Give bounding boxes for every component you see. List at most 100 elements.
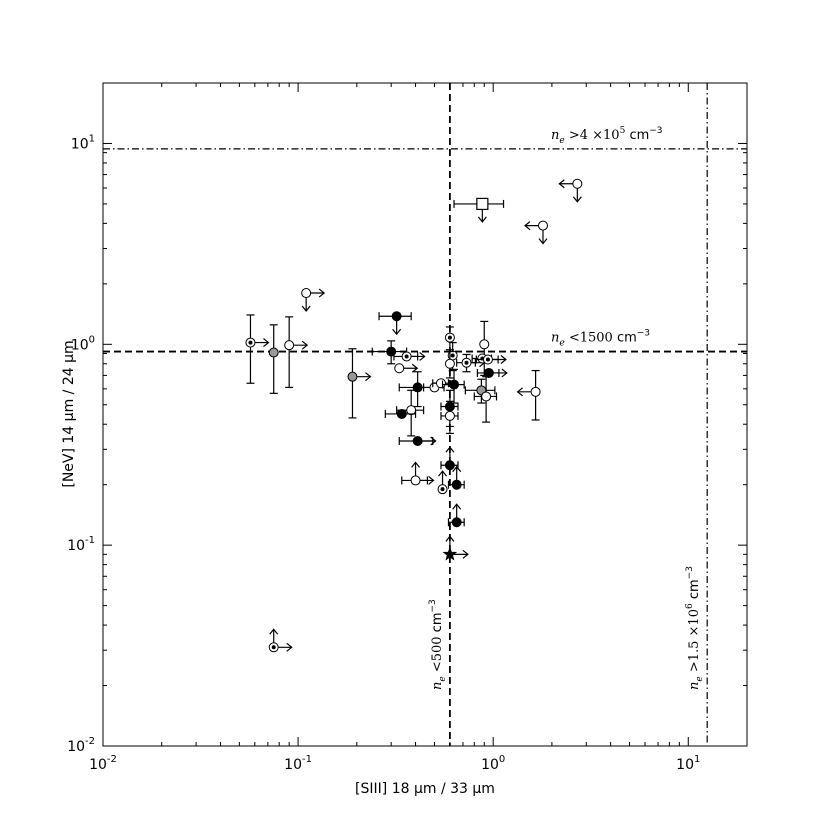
- filled-marker: [412, 382, 423, 393]
- data-point: [245, 314, 270, 384]
- data-point: [440, 400, 459, 435]
- data-point: [464, 378, 496, 404]
- data-point: [447, 503, 465, 528]
- reference-line-labels: ne >4 ×105 cm−3 ne <1500 cm−3 ne <500 cm−3…: [428, 126, 705, 690]
- y-tick-label: 100: [71, 334, 95, 353]
- filled-marker: [391, 311, 402, 322]
- filled-marker: [412, 436, 423, 447]
- y-lower-limit-arrow-head: [445, 535, 455, 542]
- data-point: [437, 470, 448, 495]
- x-lower-limit-arrow-head: [301, 340, 309, 350]
- data-point: [516, 369, 541, 421]
- square-marker: [476, 197, 489, 211]
- y-upper-limit-arrow-head: [301, 305, 311, 312]
- x-upper-limit-arrow-head: [516, 387, 523, 397]
- x-tick-label: 10-1: [284, 754, 312, 773]
- data-point: [558, 178, 583, 203]
- dotted-marker-center: [464, 360, 469, 365]
- y-upper-limit-arrow-head: [572, 196, 582, 203]
- data-point: [396, 389, 425, 437]
- dotted-marker-center: [485, 357, 490, 362]
- x-upper-limit-arrow-head: [524, 221, 531, 231]
- filled-marker: [444, 460, 455, 471]
- y-lower-limit-arrow-head: [445, 446, 455, 453]
- data-point: [440, 446, 459, 471]
- dotted-marker-center: [440, 487, 445, 492]
- gray-marker: [347, 371, 358, 382]
- data-point: [476, 367, 508, 378]
- y-tick-label: 101: [71, 133, 95, 152]
- open-marker: [444, 358, 455, 369]
- x-lower-limit-arrow-head: [318, 288, 326, 298]
- dotted-marker-center: [404, 354, 409, 359]
- data-point: [473, 376, 498, 423]
- data-point: [301, 288, 326, 312]
- data-point: [432, 378, 450, 389]
- x-lower-limit-arrow-head: [411, 363, 419, 373]
- reference-line-label: ne >1.5 ×106 cm−3: [685, 566, 705, 690]
- filled-marker: [483, 367, 494, 378]
- filled-marker: [451, 517, 462, 528]
- star-marker: [442, 546, 458, 561]
- data-point: [398, 371, 434, 408]
- data-point: [524, 220, 548, 245]
- x-tick-label: 10-2: [89, 754, 117, 773]
- x-lower-limit-arrow-head: [428, 475, 435, 485]
- open-marker: [394, 363, 405, 374]
- plot-frame: [102, 82, 748, 747]
- gray-marker: [268, 347, 279, 358]
- y-lower-limit-arrow-head: [452, 503, 462, 510]
- y-lower-limit-arrow-head: [452, 465, 462, 473]
- y-upper-limit-arrow-head: [538, 238, 548, 245]
- open-marker: [481, 391, 492, 402]
- filled-marker: [396, 408, 407, 419]
- data-point: [441, 368, 465, 404]
- open-marker: [410, 475, 421, 486]
- x-tick-label: 100: [481, 754, 505, 773]
- x-lower-limit-arrow-head: [501, 368, 508, 378]
- open-marker: [284, 340, 295, 351]
- open-marker: [435, 378, 446, 389]
- data-point: [447, 465, 465, 490]
- open-marker: [444, 410, 455, 421]
- y-tick-label: 10-2: [67, 736, 95, 755]
- data-point: [384, 408, 417, 419]
- x-lower-limit-arrow-head: [286, 642, 293, 652]
- reference-line-label: ne <500 cm−3: [428, 599, 448, 690]
- x-upper-limit-arrow-head: [558, 179, 565, 189]
- reference-line-label: ne >4 ×105 cm−3: [551, 126, 663, 146]
- x-lower-limit-arrow-head: [430, 436, 437, 446]
- data-point: [284, 316, 309, 389]
- data-point: [475, 354, 507, 365]
- data-point: [394, 363, 419, 374]
- filled-marker: [451, 479, 462, 490]
- open-marker: [572, 178, 583, 189]
- data-points: [245, 178, 583, 653]
- reference-lines: [103, 83, 747, 746]
- open-marker: [537, 220, 548, 231]
- y-upper-limit-arrow-head: [477, 216, 487, 223]
- dotted-marker-center: [450, 353, 455, 358]
- data-point: [444, 350, 455, 379]
- dotted-marker-center: [271, 645, 276, 650]
- y-axis-label: [NeV] 14 μm / 24 μm: [61, 340, 77, 487]
- x-lower-limit-arrow-head: [365, 372, 372, 382]
- x-axis-label: [SIII] 18 μm / 33 μm: [355, 781, 495, 797]
- data-point: [393, 351, 426, 362]
- y-tick-label: 10-1: [67, 535, 95, 554]
- open-marker: [406, 405, 417, 416]
- data-point: [401, 461, 435, 486]
- open-marker: [301, 288, 312, 299]
- data-point: [453, 197, 505, 223]
- filled-marker: [449, 379, 460, 390]
- y-lower-limit-arrow-head: [411, 461, 421, 468]
- x-lower-limit-arrow-head: [500, 355, 507, 364]
- y-lower-limit-arrow-head: [269, 628, 279, 635]
- data-point: [479, 320, 490, 377]
- open-marker: [479, 339, 490, 350]
- reference-line-label: ne <1500 cm−3: [551, 329, 650, 349]
- data-point: [378, 311, 412, 336]
- dotted-marker-center: [447, 335, 452, 340]
- data-point: [442, 535, 469, 561]
